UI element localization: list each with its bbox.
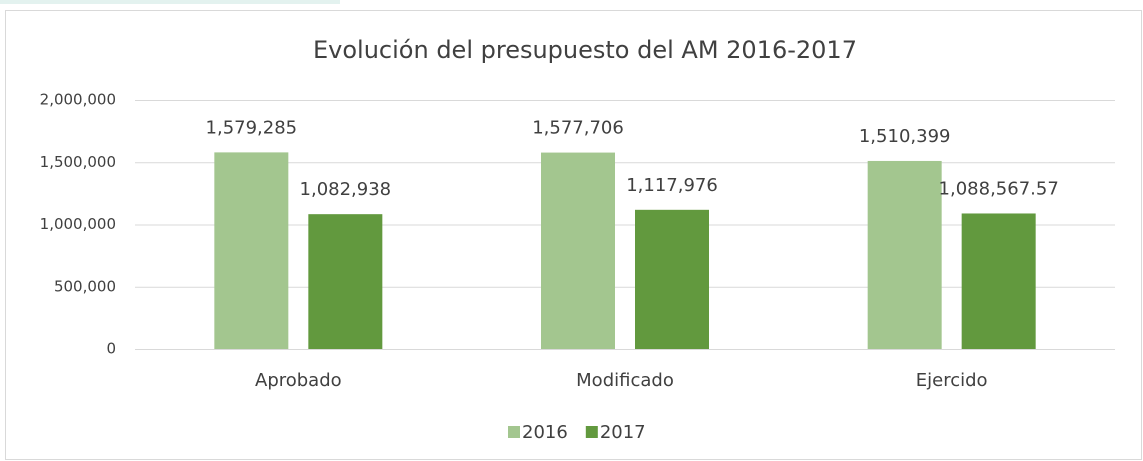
- y-tick-label: 2,000,000: [40, 91, 116, 109]
- y-tick-label: 1,000,000: [40, 215, 116, 233]
- y-tick-label: 0: [106, 340, 116, 358]
- bar: [308, 214, 383, 349]
- value-label: 1,577,706: [532, 118, 624, 139]
- chart-title: Evolución del presupuesto del AM 2016-20…: [313, 36, 857, 64]
- value-label: 1,510,399: [859, 126, 951, 147]
- legend-swatch: [585, 426, 598, 438]
- y-tick-label: 500,000: [54, 277, 116, 295]
- bar: [541, 152, 615, 349]
- bar: [214, 152, 289, 349]
- bar: [635, 209, 709, 349]
- bar: [961, 213, 1036, 349]
- value-label: 1,082,938: [300, 179, 392, 200]
- y-tick-label: 1,500,000: [40, 153, 116, 171]
- x-tick-label: Modificado: [576, 370, 674, 391]
- legend-swatch: [508, 426, 520, 438]
- legend-label: 2016: [522, 422, 568, 443]
- value-label: 1,117,976: [626, 175, 718, 196]
- legend-label: 2017: [600, 422, 646, 443]
- bar: [867, 160, 942, 349]
- x-tick-label: Aprobado: [255, 370, 342, 391]
- value-label: 1,579,285: [206, 117, 298, 138]
- top-strip: [0, 0, 340, 4]
- value-label: 1,088,567.57: [939, 178, 1059, 199]
- x-tick-label: Ejercido: [916, 370, 988, 391]
